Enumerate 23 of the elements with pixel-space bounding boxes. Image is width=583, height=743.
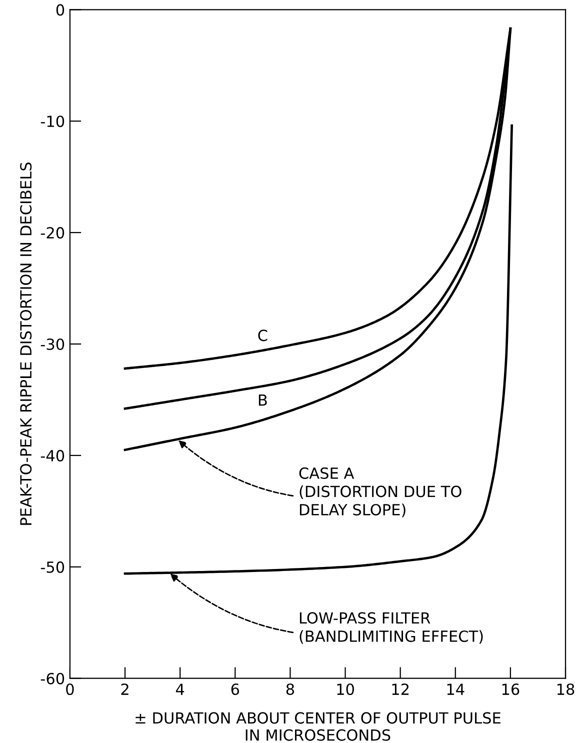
y-tick-label: -60	[40, 672, 64, 684]
y-tick-label: -10	[40, 116, 64, 128]
y-tick-label: -30	[40, 338, 64, 350]
y-tick-label: 0	[56, 4, 64, 16]
series-label: C	[258, 330, 268, 342]
x-axis-title: ± DURATION ABOUT CENTER OF OUTPUT PULSE IN MICROSECONDS	[136, 712, 500, 741]
text: CASE A (DISTORTION DUE TO DELAY SLOPE)	[299, 467, 462, 518]
x-tick-label: 8	[286, 683, 294, 696]
y-tick-label: -20	[40, 227, 64, 239]
x-tick-label: 10	[337, 683, 354, 696]
x-tick-label: 0	[66, 683, 74, 696]
x-tick-label: 6	[231, 683, 240, 696]
text: LOW-PASS FILTER (BANDLIMITING EFFECT)	[300, 612, 483, 644]
y-axis-title: PEAK-TO-PEAK RIPPLE DISTORTION IN DECIBELS	[20, 162, 32, 525]
x-tick-label: 12	[392, 683, 409, 695]
y-tick-label: -40	[40, 450, 64, 462]
x-tick-label: 14	[447, 684, 464, 695]
y-tick-label: -50	[40, 561, 64, 573]
x-tick-label: 2	[121, 683, 128, 695]
x-tick-label: 4	[176, 684, 184, 695]
x-tick-label: 16	[502, 683, 520, 696]
x-tick-label: 18	[557, 683, 574, 696]
series-label: B	[258, 394, 267, 406]
